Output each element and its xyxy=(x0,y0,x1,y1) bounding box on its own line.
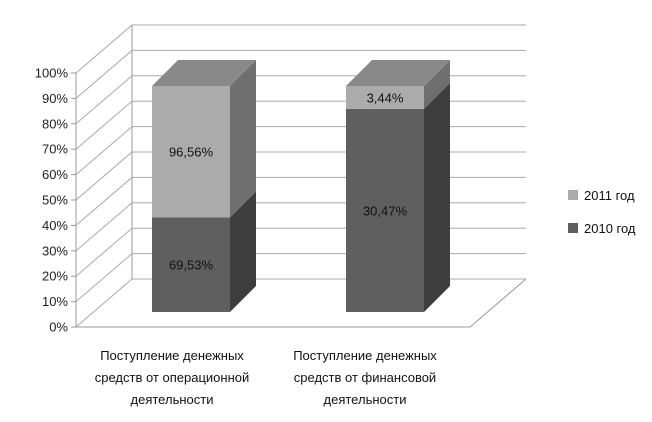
data-label: 30,47% xyxy=(363,203,408,218)
floor-right-edge xyxy=(469,278,527,328)
y-tick-label: 90% xyxy=(42,91,68,106)
gridline-depth xyxy=(75,278,133,328)
bar-segment-side xyxy=(230,191,256,312)
category-label-line: деятельности xyxy=(131,392,214,407)
gridline-depth xyxy=(75,227,133,277)
y-tick-label: 60% xyxy=(42,167,68,182)
gridlines xyxy=(71,24,526,328)
bar-segment-side xyxy=(424,82,450,312)
bar-top-face xyxy=(152,60,256,86)
gridline-depth xyxy=(75,75,133,125)
legend: 2011 год 2010 год xyxy=(568,188,636,236)
y-tick-label: 100% xyxy=(35,66,69,81)
y-tick-label: 30% xyxy=(42,243,68,258)
data-label: 69,53% xyxy=(169,258,214,273)
y-tick-label: 40% xyxy=(42,218,68,233)
category-label: Поступление денежных средств от финансово… xyxy=(293,348,437,407)
legend-label: 2010 год xyxy=(584,221,636,236)
y-tick-label: 20% xyxy=(42,269,68,284)
category-label-line: средств от операционной xyxy=(95,370,250,385)
y-tick-label: 80% xyxy=(42,116,68,131)
data-label: 3,44% xyxy=(367,90,404,105)
bar-segment-front xyxy=(346,108,424,312)
data-label: 96,56% xyxy=(169,145,214,160)
legend-swatch xyxy=(568,190,578,200)
category-label-line: Поступление денежных xyxy=(100,348,244,363)
bar-segment-front xyxy=(152,217,230,312)
bar-segment-front xyxy=(152,86,230,218)
category-labels: Поступление денежных средств от операцион… xyxy=(95,348,438,407)
segment-labels: 69,53% 96,56% 30,47% 3,44% xyxy=(169,90,408,272)
legend-label: 2011 год xyxy=(584,188,635,203)
y-axis-tick-labels: 0% 10% 20% 30% 40% 50% 60% 70% 80% 90% 100% xyxy=(35,66,69,335)
gridline-depth xyxy=(75,177,133,226)
gridline-depth xyxy=(75,253,133,302)
bar-segment-front xyxy=(346,86,424,109)
gridline-depth xyxy=(75,24,133,74)
gridline-depth xyxy=(75,100,133,150)
gridline-depth xyxy=(75,50,133,99)
category-label-line: Поступление денежных xyxy=(293,348,437,363)
y-tick-label: 70% xyxy=(42,142,68,157)
category-label: Поступление денежных средств от операцион… xyxy=(95,348,250,407)
gridline-depth xyxy=(75,151,133,201)
gridline-depth xyxy=(75,202,133,252)
bar-top-face xyxy=(346,60,450,86)
bars xyxy=(152,60,450,312)
y-tick-label: 0% xyxy=(49,320,68,335)
y-tick-label: 10% xyxy=(42,294,68,309)
bar-segment-side xyxy=(424,60,450,109)
legend-swatch xyxy=(568,223,578,233)
gridline-depth xyxy=(75,126,133,175)
category-label-line: деятельности xyxy=(324,392,407,407)
bar-segment-side xyxy=(230,60,256,218)
y-tick-label: 50% xyxy=(42,193,68,208)
chart-3d-frame xyxy=(75,25,527,328)
category-label-line: средств от финансовой xyxy=(294,370,436,385)
